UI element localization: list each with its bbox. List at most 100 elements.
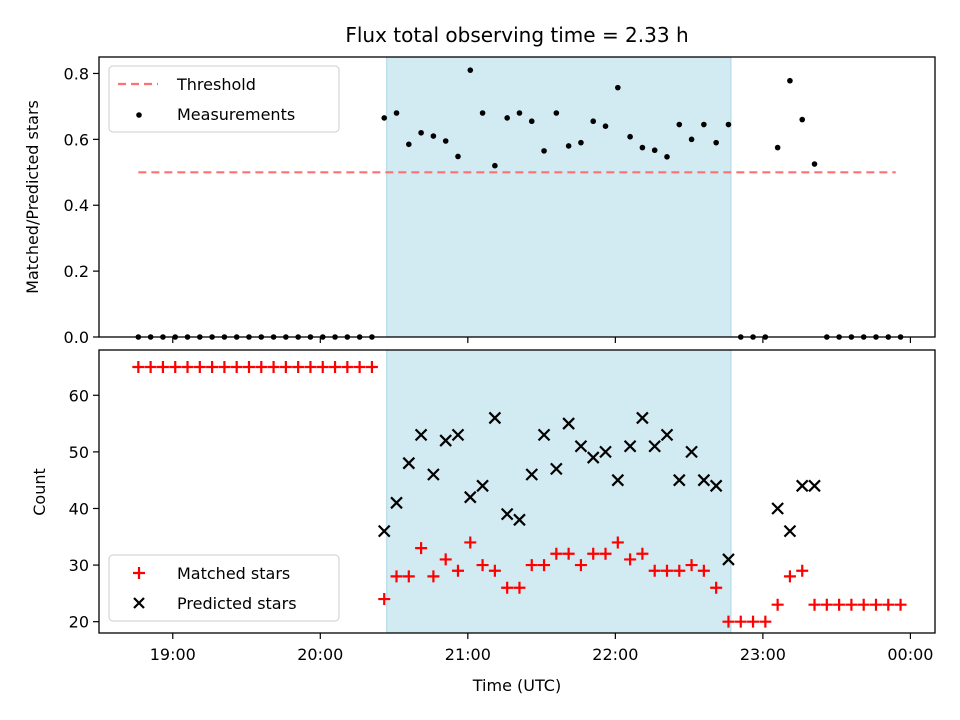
- x-tick-label: 20:00: [297, 645, 343, 664]
- predicted-star-point: [808, 479, 821, 493]
- matched-star-point: [587, 547, 600, 560]
- measurements-legend-swatch: [136, 112, 142, 118]
- predicted-star-point: [599, 445, 612, 459]
- predicted-star-point: [673, 473, 686, 487]
- predicted-star-point: [476, 479, 489, 493]
- matched-star-point: [193, 360, 206, 373]
- bottom-plot-frame: [98, 349, 936, 634]
- matched-star-point: [242, 360, 255, 373]
- top-legend-box: [108, 65, 340, 133]
- predicted-star-point: [771, 502, 784, 515]
- matched-star-point: [439, 553, 452, 566]
- chart-title: Flux total observing time = 2.33 h: [345, 23, 688, 47]
- measurement-point: [565, 143, 572, 149]
- matched-star-point: [869, 598, 882, 611]
- measurement-point: [639, 144, 646, 151]
- measurement-point: [553, 110, 560, 116]
- x-axis-label: Time (UTC): [472, 676, 561, 695]
- measurement-point: [811, 161, 818, 167]
- predicted-star-point: [525, 468, 539, 481]
- measurement-point: [467, 67, 474, 73]
- observing-span-top: [386, 56, 732, 338]
- predicted-star-point: [709, 479, 723, 493]
- matched-star-point: [673, 564, 686, 577]
- matched-star-point: [218, 360, 231, 373]
- matched-star-point: [267, 360, 280, 373]
- measurement-point: [627, 133, 633, 140]
- matched-star-point: [181, 360, 194, 373]
- predicted-star-point: [513, 513, 526, 527]
- measurement-point: [602, 123, 609, 129]
- matched-star-point: [279, 360, 292, 373]
- matched-star-point: [685, 559, 698, 572]
- measurements-series: [135, 67, 904, 340]
- matched-star-point: [365, 360, 378, 373]
- matched-star-point: [464, 536, 477, 549]
- matched-star-point: [599, 547, 612, 560]
- matched-star-point: [833, 598, 846, 611]
- matched-star-point: [636, 547, 649, 560]
- ratio-plot: 0.00.20.40.60.8 Matched/Predicted stars …: [23, 56, 936, 347]
- x-tick-label: 21:00: [445, 645, 491, 664]
- threshold-legend-label: Threshold: [176, 75, 256, 94]
- top-plot-frame: [98, 56, 936, 338]
- measurement-point: [799, 116, 806, 123]
- measurement-point: [774, 144, 781, 151]
- bottom-legend-box: [108, 554, 340, 622]
- matched-star-point: [488, 564, 501, 577]
- matched-star-point: [734, 615, 747, 628]
- matched-star-point: [771, 598, 784, 611]
- bottom-y-axis-label: Count: [30, 468, 49, 516]
- predicted-star-point: [427, 468, 440, 481]
- matched-star-point: [820, 598, 833, 611]
- predicted-star-point: [611, 473, 625, 487]
- predicted-star-point: [685, 445, 698, 459]
- measurement-point: [590, 118, 597, 125]
- matched-star-point: [415, 542, 428, 555]
- measurement-point: [516, 110, 523, 116]
- y-tick-label: 40: [69, 499, 89, 518]
- matched-star-point: [156, 360, 169, 373]
- matched-star-point: [808, 598, 821, 611]
- predicted-star-point: [550, 462, 563, 476]
- y-tick-label: 0.4: [64, 196, 89, 215]
- measurement-point: [725, 121, 732, 128]
- y-tick-label: 0.8: [64, 64, 89, 83]
- matched-star-point: [710, 581, 723, 594]
- matched-star-point: [747, 615, 760, 628]
- predicted-star-point: [586, 451, 600, 464]
- predicted-star-point: [574, 439, 588, 453]
- matched-legend-label: Matched stars: [177, 564, 290, 583]
- matched-star-point: [230, 360, 243, 373]
- measurement-point: [578, 139, 584, 146]
- count-plot: 20 30 40 50 60 19:00 20:00 21:00 22:00 23:00 00:0…: [30, 349, 936, 695]
- predicted-star-point: [377, 524, 391, 538]
- predicted-star-point: [697, 473, 711, 487]
- predicted-star-point: [390, 496, 403, 510]
- matched-star-point: [451, 564, 464, 577]
- matched-star-point: [845, 598, 858, 611]
- matched-star-point: [648, 564, 661, 577]
- matched-star-point: [697, 564, 710, 577]
- matched-star-point: [660, 564, 673, 577]
- x-tick-label: 23:00: [740, 645, 786, 664]
- matched-star-point: [427, 570, 440, 583]
- bottom-x-ticks: 19:00 20:00 21:00 22:00 23:00 00:00: [150, 633, 933, 664]
- predicted-star-point: [500, 507, 514, 521]
- matched-stars-series: [132, 360, 907, 628]
- matched-star-point: [390, 570, 403, 583]
- matched-star-point: [255, 360, 268, 373]
- measurement-point: [406, 141, 412, 148]
- matched-star-point: [722, 615, 735, 628]
- matched-star-point: [501, 581, 514, 594]
- matched-star-point: [476, 559, 489, 572]
- predicted-star-point: [636, 411, 649, 425]
- matched-star-point: [378, 593, 391, 606]
- matched-star-point: [132, 360, 145, 373]
- matched-star-point: [169, 360, 182, 373]
- matched-star-point: [316, 360, 329, 373]
- y-tick-label: 0.6: [64, 130, 89, 149]
- matched-star-point: [304, 360, 317, 373]
- top-y-axis-label: Matched/Predicted stars: [23, 100, 42, 294]
